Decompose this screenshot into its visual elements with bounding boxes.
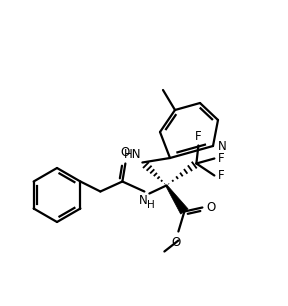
Text: N: N [218, 140, 227, 154]
Text: O: O [172, 237, 181, 249]
Text: HN: HN [124, 147, 141, 161]
Text: F: F [217, 169, 224, 182]
Polygon shape [166, 185, 188, 214]
Text: F: F [217, 152, 224, 165]
Text: F: F [195, 130, 202, 144]
Text: N: N [139, 193, 148, 207]
Text: O: O [121, 145, 130, 159]
Text: H: H [147, 200, 154, 211]
Text: O: O [206, 201, 216, 214]
